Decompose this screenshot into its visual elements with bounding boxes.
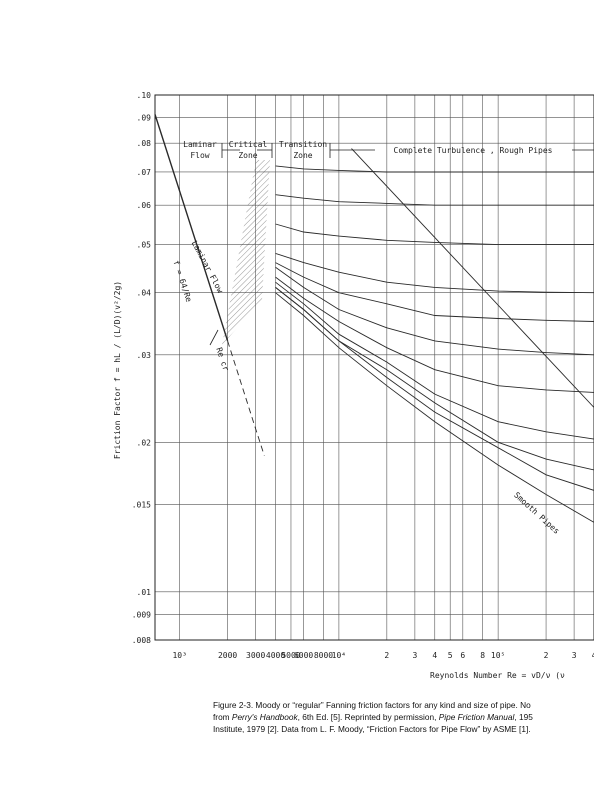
y-tick-label: .008	[132, 636, 151, 645]
curves	[155, 114, 594, 522]
caption-text: Institute, 1979 [2]. Data from L. F. Moo…	[213, 724, 531, 734]
curve	[352, 149, 594, 408]
x-axis-label: Reynolds Number Re = vD/ν (ν	[430, 671, 565, 680]
y-tick-label: .06	[137, 201, 152, 210]
y-tick-label: .08	[137, 139, 152, 148]
y-tick-label: .05	[137, 241, 152, 250]
caption-text: Figure 2-3. Moody or “regular” Fanning f…	[213, 700, 531, 710]
caption-line: from Perry's Handbook, 6th Ed. [5]. Repr…	[213, 712, 533, 722]
x-tick-label: 2	[544, 651, 549, 660]
curve	[228, 341, 265, 456]
critical-zone-hatch	[222, 160, 270, 345]
x-tick-label: 2000	[218, 651, 237, 660]
y-tick-label: .009	[132, 611, 151, 620]
annotation: Flow	[190, 151, 209, 160]
caption-line: Institute, 1979 [2]. Data from L. F. Moo…	[213, 724, 531, 734]
annotation: Smooth Pipes	[512, 490, 561, 535]
x-tick-label: 8000	[314, 651, 333, 660]
caption-text: Perry's Handbook	[232, 712, 299, 722]
caption-text: from	[213, 712, 232, 722]
annotation: Complete Turbulence , Rough Pipes	[394, 146, 553, 155]
annotation: Re cr	[214, 346, 230, 372]
x-tick-label: 5	[448, 651, 453, 660]
y-tick-label: .07	[137, 168, 152, 177]
x-tick-label: 3	[412, 651, 417, 660]
y-tick-label: .09	[137, 114, 152, 123]
annotation: Critical	[229, 140, 268, 149]
x-tick-label: 6	[460, 651, 465, 660]
caption-text: , 195	[514, 712, 533, 722]
y-tick-label: .10	[137, 91, 152, 100]
y-tick-label: .04	[137, 289, 152, 298]
x-tick-label: 3	[572, 651, 577, 660]
caption-text: Pipe Friction Manual	[439, 712, 516, 722]
y-tick-label: .01	[137, 588, 152, 597]
annotation: Zone	[293, 151, 312, 160]
x-tick-label: 4	[432, 651, 437, 660]
annotation: Laminar Flow	[190, 239, 225, 294]
x-tick-label: 10³	[172, 651, 186, 660]
x-tick-label: 2	[384, 651, 389, 660]
x-tick-label: 10⁵	[491, 651, 505, 660]
y-tick-label: .02	[137, 438, 152, 447]
y-tick-label: .015	[132, 500, 151, 509]
annotation: Transition	[279, 140, 327, 149]
x-tick-label: 8	[480, 651, 485, 660]
x-tick-label: 6000	[294, 651, 313, 660]
annotation: f = 64/Re	[171, 259, 193, 303]
caption-text: , 6th Ed. [5]. Reprinted by permission,	[298, 712, 439, 722]
y-tick-label: .03	[137, 351, 152, 360]
y-axis-label: Friction Factor f = hL / (L/D)(v²/2g)	[113, 281, 122, 459]
caption-line: Figure 2-3. Moody or “regular” Fanning f…	[213, 700, 531, 710]
x-tick-label: 3000	[246, 651, 265, 660]
x-tick-label: 10⁴	[332, 651, 346, 660]
annotation: Laminar	[183, 140, 217, 149]
annotation: Zone	[238, 151, 257, 160]
